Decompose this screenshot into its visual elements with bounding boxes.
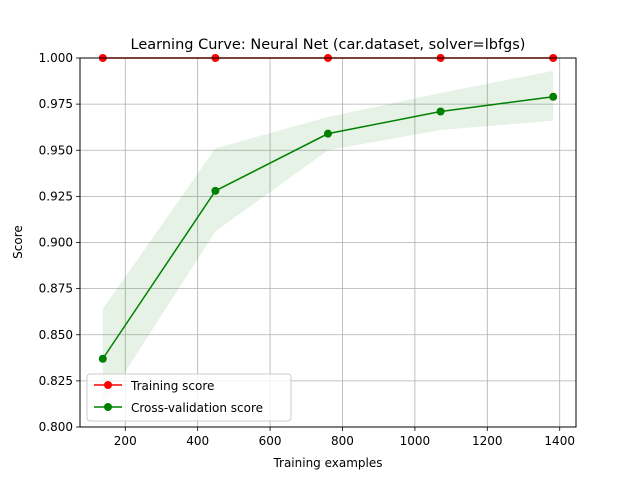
confidence-bands [102, 70, 554, 407]
y-tick-label: 0.900 [39, 236, 73, 250]
y-tick-label: 0.850 [39, 328, 73, 342]
legend-label-training: Training score [130, 379, 214, 393]
x-axis-label: Training examples [272, 456, 382, 470]
chart-title: Learning Curve: Neural Net (car.dataset,… [131, 37, 526, 53]
x-tick-label: 800 [331, 434, 354, 448]
cross-validation-point [436, 107, 445, 116]
legend-box [86, 373, 292, 422]
legend-label-cross-validation: Cross-validation score [131, 401, 263, 415]
y-axis-label: Score [11, 225, 25, 259]
y-tick-label: 0.875 [39, 282, 73, 296]
x-tick-label: 1200 [472, 434, 503, 448]
y-tick-label: 1.000 [39, 51, 73, 65]
x-tick-label: 200 [114, 434, 137, 448]
y-tick-label: 0.800 [39, 420, 73, 434]
cross-validation-point [211, 186, 220, 195]
x-tick-label: 1400 [544, 434, 575, 448]
y-axis-ticks: 0.800 0.825 0.850 0.875 0.900 0.925 0.950 0.975… [39, 51, 80, 434]
y-tick-label: 0.975 [39, 97, 73, 111]
x-tick-label: 1000 [400, 434, 431, 448]
cross-validation-band [102, 70, 554, 407]
cross-validation-point [549, 92, 558, 101]
legend-marker-cross-validation [104, 403, 112, 411]
legend-marker-training [104, 381, 112, 389]
cross-validation-point [98, 354, 107, 363]
x-tick-label: 400 [186, 434, 209, 448]
legend: Training score Cross-validation score [86, 373, 292, 422]
cross-validation-point [324, 129, 332, 138]
x-axis-ticks: 200 400 600 800 1000 1200 1400 [114, 427, 575, 448]
y-tick-label: 0.825 [39, 374, 73, 388]
x-tick-label: 600 [259, 434, 282, 448]
y-tick-label: 0.925 [39, 189, 73, 203]
y-tick-label: 0.950 [39, 143, 73, 157]
